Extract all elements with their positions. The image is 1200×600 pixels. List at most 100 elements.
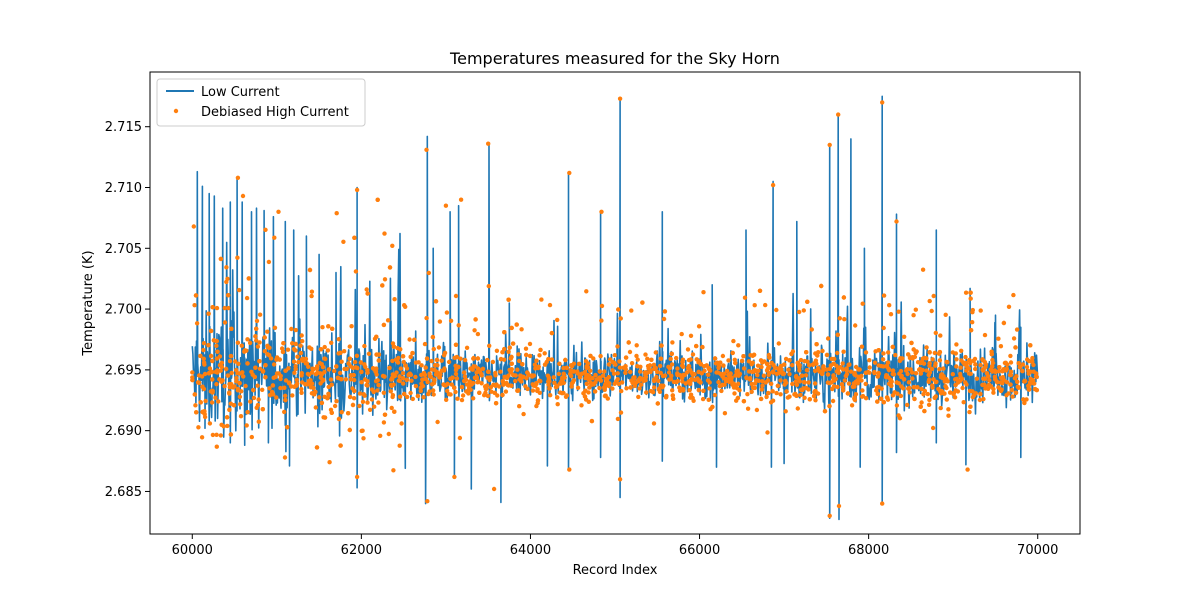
scatter-point	[959, 348, 964, 353]
scatter-point	[255, 344, 261, 349]
scatter-point	[930, 425, 936, 431]
scatter-point	[750, 369, 755, 374]
scatter-point	[343, 377, 349, 382]
scatter-point	[347, 394, 353, 400]
scatter-point	[810, 362, 816, 367]
scatter-point	[382, 277, 388, 282]
scatter-point	[910, 376, 915, 381]
scatter-point	[615, 371, 620, 376]
scatter-point	[480, 366, 486, 371]
scatter-point	[243, 383, 248, 389]
scatter-point	[860, 301, 865, 306]
scatter-point	[521, 411, 526, 417]
scatter-point	[509, 354, 514, 360]
scatter-point	[967, 357, 972, 363]
scatter-point	[996, 369, 1002, 374]
scatter-point	[564, 393, 570, 398]
scatter-point	[296, 359, 301, 365]
scatter-point	[644, 390, 649, 395]
scatter-point	[801, 308, 806, 313]
scatter-point	[795, 406, 800, 411]
scatter-point	[670, 393, 675, 398]
scatter-point	[536, 364, 541, 369]
scatter-point	[306, 364, 311, 369]
scatter-point	[1010, 394, 1015, 399]
scatter-point	[217, 354, 223, 359]
scatter-point	[680, 359, 685, 365]
scatter-point	[570, 380, 576, 385]
scatter-point	[326, 391, 331, 396]
scatter-point	[510, 341, 516, 346]
scatter-point	[653, 350, 658, 355]
x-tick-label: 66000	[679, 543, 720, 558]
scatter-point	[597, 375, 603, 380]
scatter-point	[922, 408, 927, 414]
scatter-point	[347, 344, 352, 349]
scatter-point	[889, 383, 894, 388]
scatter-point	[198, 400, 203, 405]
scatter-point	[876, 363, 881, 368]
scatter-point	[680, 379, 685, 384]
scatter-point	[549, 357, 554, 362]
scatter-point	[912, 354, 918, 360]
legend: Low Current Debiased High Current	[156, 78, 366, 127]
scatter-point	[391, 468, 396, 473]
scatter-point	[720, 353, 726, 359]
scatter-point	[320, 325, 325, 330]
scatter-point	[431, 346, 436, 352]
scatter-point	[390, 372, 395, 377]
scatter-point	[588, 353, 593, 359]
scatter-point	[318, 375, 324, 380]
scatter-point	[214, 382, 219, 387]
scatter-point	[329, 410, 334, 415]
scatter-point	[314, 445, 320, 450]
scatter-point	[370, 366, 376, 371]
scatter-point	[464, 345, 470, 350]
scatter-point	[404, 377, 409, 383]
scatter-point	[367, 407, 373, 412]
scatter-point	[362, 343, 367, 349]
scatter-point	[993, 377, 998, 382]
scatter-point	[890, 344, 895, 350]
scatter-point	[716, 380, 721, 385]
scatter-point	[517, 404, 522, 409]
scatter-point	[329, 340, 334, 345]
scatter-point	[950, 372, 955, 377]
scatter-point	[236, 361, 241, 366]
scatter-point	[720, 382, 725, 388]
scatter-point	[207, 370, 212, 376]
scatter-point	[248, 399, 253, 404]
scatter-point	[774, 390, 779, 396]
scatter-point	[238, 402, 243, 407]
scatter-point	[408, 372, 413, 378]
scatter-point	[874, 388, 879, 393]
scatter-point	[822, 409, 828, 414]
scatter-point	[380, 283, 385, 288]
scatter-point	[583, 388, 588, 393]
scatter-point	[860, 394, 865, 399]
scatter-point	[872, 369, 877, 375]
scatter-point	[632, 376, 637, 381]
scatter-point	[652, 378, 657, 384]
chart-title: Temperatures measured for the Sky Horn	[449, 49, 780, 68]
scatter-point	[1020, 368, 1025, 374]
scatter-point	[431, 388, 436, 393]
scatter-point	[946, 413, 951, 418]
scatter-point	[1024, 397, 1029, 402]
scatter-point	[218, 256, 224, 262]
scatter-point	[408, 390, 413, 396]
scatter-point	[271, 362, 277, 367]
x-tick-label: 64000	[510, 543, 551, 558]
scatter-point	[790, 363, 795, 368]
scatter-point	[265, 329, 270, 334]
scatter-point	[859, 344, 865, 349]
scatter-point	[634, 353, 639, 359]
scatter-point	[462, 357, 468, 363]
scatter-point	[886, 350, 891, 355]
scatter-point	[875, 391, 880, 397]
scatter-point	[347, 427, 352, 433]
scatter-point	[584, 364, 589, 369]
scatter-point	[453, 293, 459, 299]
scatter-point	[354, 187, 360, 193]
scatter-point	[1008, 360, 1014, 365]
